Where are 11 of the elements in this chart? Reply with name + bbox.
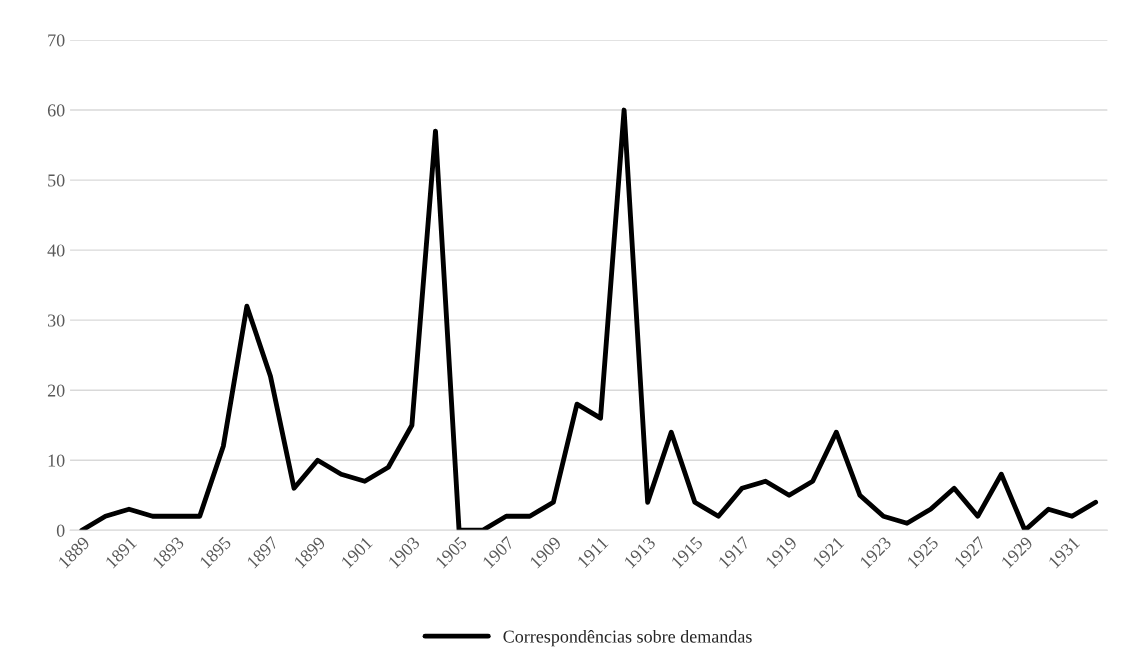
y-tick-label: 50 [48, 174, 65, 187]
legend-label: Correspondências sobre demandas [503, 629, 752, 647]
y-tick-label: 70 [48, 34, 65, 47]
x-tick-label: 1911 [576, 536, 609, 569]
y-tick-label: 30 [48, 314, 65, 327]
y-tick-label: 10 [48, 454, 65, 467]
line-series [79, 107, 1099, 531]
y-tick-label: 60 [47, 104, 65, 117]
y-tick-label: 40 [47, 244, 65, 257]
y-tick-label: 0 [56, 524, 65, 537]
y-tick-label: 20 [47, 384, 65, 397]
